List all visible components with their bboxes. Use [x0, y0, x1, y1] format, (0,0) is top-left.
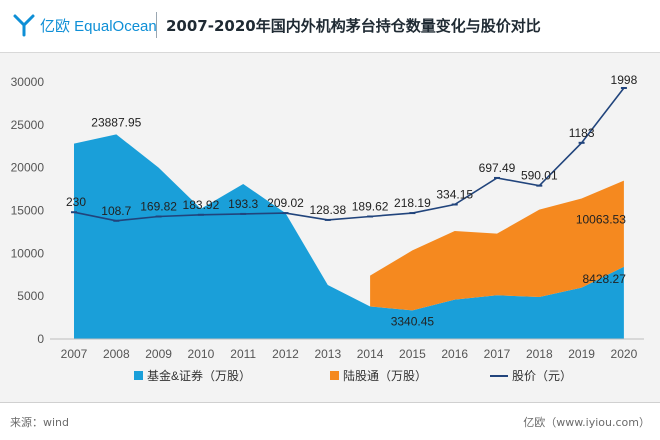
x-tick-label: 2014	[357, 347, 384, 361]
legend-item-hk-connect: 陆股通（万股）	[330, 368, 427, 383]
x-tick-label: 2013	[314, 347, 341, 361]
data-labels-layer: 230 108.7 169.82 183.92 193.3 209.02 128.38 189…	[66, 73, 638, 328]
price-line-layer	[71, 86, 627, 222]
data-label: 10063.53	[576, 212, 626, 226]
x-tick-label: 2010	[188, 347, 215, 361]
header-bar: 亿欧 EqualOcean 2007-2020年国内外机构茅台持仓数量变化与股价…	[0, 0, 660, 50]
data-label: 8428.27	[583, 272, 627, 286]
data-label: 169.82	[140, 199, 177, 213]
y-tick-label: 10000	[11, 246, 45, 260]
legend-swatch	[330, 371, 339, 380]
legend-label: 基金&证券（万股）	[147, 368, 251, 383]
data-label: 189.62	[352, 199, 389, 213]
legend-item-price: 股价（元）	[490, 369, 572, 383]
area-hk-connect	[370, 180, 624, 311]
header-divider	[156, 12, 157, 38]
area-layer	[74, 134, 624, 339]
axes-layer: 0 5000 10000 15000 20000 25000 30000 2007 2008 20…	[11, 75, 644, 361]
data-label: 1998	[611, 73, 638, 87]
legend-item-fund: 基金&证券（万股）	[134, 368, 251, 383]
x-tick-label: 2016	[441, 347, 468, 361]
x-tick-label: 2018	[526, 347, 553, 361]
y-tick-label: 5000	[17, 289, 44, 303]
x-tick-label: 2015	[399, 347, 426, 361]
y-tick-label: 25000	[11, 118, 45, 132]
x-tick-label: 2020	[611, 347, 638, 361]
y-tick-label: 30000	[11, 75, 45, 89]
price-line	[73, 87, 625, 222]
data-label: 230	[66, 195, 86, 209]
x-tick-label: 2007	[61, 347, 88, 361]
data-label: 108.7	[101, 204, 131, 218]
x-tick-label: 2011	[230, 347, 256, 361]
data-label: 334.15	[436, 188, 473, 202]
data-label: 193.3	[228, 197, 258, 211]
equalocean-logo-icon	[13, 14, 35, 37]
x-tick-label: 2019	[568, 347, 595, 361]
data-label: 128.38	[309, 203, 346, 217]
x-tick-label: 2017	[484, 347, 511, 361]
area-fund-securities	[74, 134, 624, 339]
x-tick-label: 2009	[145, 347, 172, 361]
data-label: 218.19	[394, 196, 431, 210]
legend-label: 陆股通（万股）	[343, 368, 427, 383]
y-tick-label: 0	[37, 332, 44, 346]
legend-label: 股价（元）	[512, 369, 572, 383]
page-title: 2007-2020年国内外机构茅台持仓数量变化与股价对比	[166, 17, 541, 35]
holdings-price-chart: 0 5000 10000 15000 20000 25000 30000 2007 2008 20…	[11, 73, 644, 383]
y-tick-label: 20000	[11, 161, 45, 175]
legend: 基金&证券（万股） 陆股通（万股） 股价（元）	[134, 368, 572, 383]
legend-swatch	[134, 371, 143, 380]
brand-name: 亿欧 EqualOcean	[40, 18, 157, 35]
x-tick-label: 2012	[272, 347, 299, 361]
y-tick-label: 15000	[11, 204, 45, 218]
data-label: 1183	[569, 126, 595, 140]
data-label: 3340.45	[391, 314, 435, 328]
data-label: 590.01	[521, 169, 558, 183]
data-label: 23887.95	[91, 115, 141, 129]
footer-divider	[0, 402, 660, 403]
x-tick-label: 2008	[103, 347, 130, 361]
site-credit: 亿欧（www.iyiou.com）	[523, 416, 650, 429]
source-note: 来源：wind	[10, 416, 70, 429]
data-label: 697.49	[479, 161, 516, 175]
data-label: 209.02	[267, 196, 304, 210]
data-label: 183.92	[183, 198, 220, 212]
